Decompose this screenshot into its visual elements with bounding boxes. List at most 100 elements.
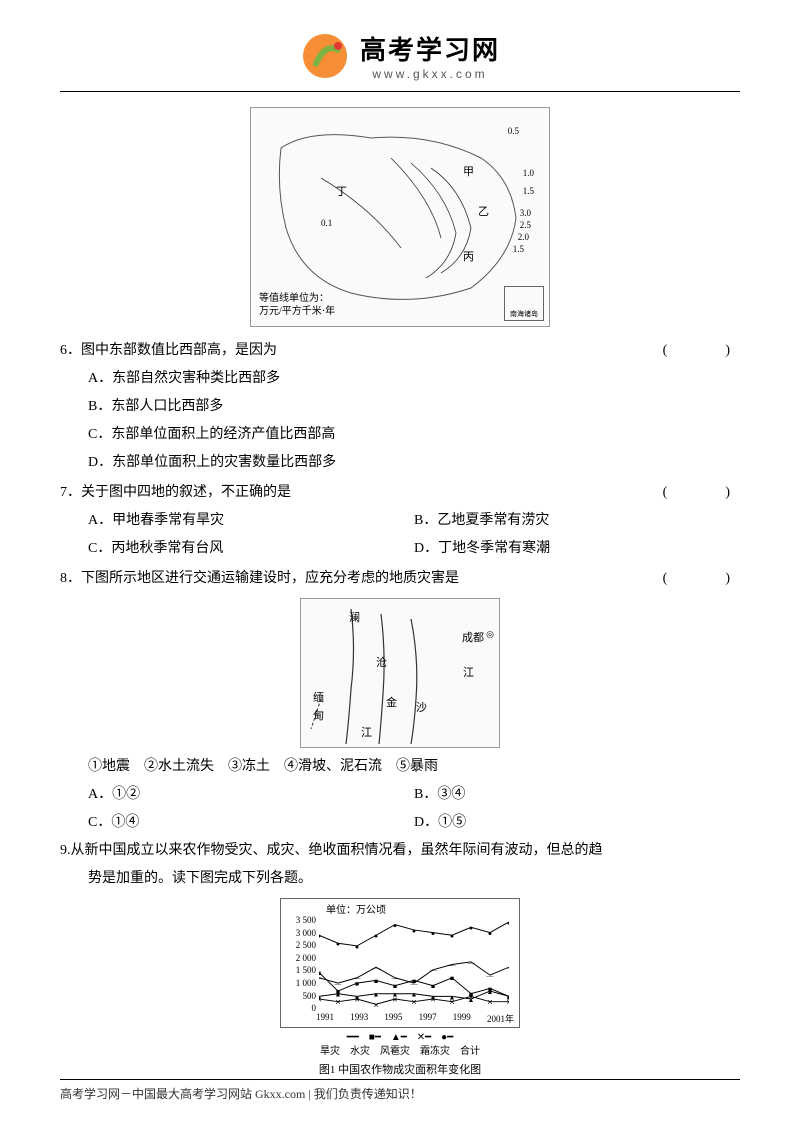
svg-text:✕: ✕ — [354, 997, 360, 1004]
label-cang: 沧 — [376, 654, 387, 670]
svg-text:✕: ✕ — [335, 1000, 341, 1007]
svg-text:■: ■ — [412, 978, 416, 985]
svg-text:●: ● — [319, 933, 321, 940]
q8-number: 8． — [60, 571, 81, 586]
q7-number: 7． — [60, 485, 81, 500]
q8-bracket: ( ) — [663, 565, 740, 593]
svg-text:■: ■ — [319, 970, 321, 977]
q6-option-a: A．东部自然灾害种类比西部多 — [88, 365, 740, 393]
ytick: 500 — [286, 990, 316, 1003]
svg-text:■: ■ — [431, 984, 435, 991]
label-chengdu: 成都 — [462, 629, 484, 645]
question-9: 9.从新中国成立以来农作物受灾、成灾、绝收面积情况看，虽然年际间有波动，但总的趋 — [60, 837, 740, 865]
inset-label: 南海诸岛 — [505, 309, 543, 319]
svg-text:✕: ✕ — [373, 1002, 379, 1007]
svg-text:✕: ✕ — [506, 1000, 509, 1007]
svg-text:■: ■ — [374, 978, 378, 985]
header-divider — [60, 91, 740, 92]
svg-text:●: ● — [336, 941, 340, 948]
xtick: 2001年 — [487, 1012, 514, 1025]
marker-ding: 丁 — [336, 183, 347, 199]
svg-text:✕: ✕ — [487, 1000, 493, 1007]
svg-text:●: ● — [393, 923, 397, 930]
label-dian: 甸 — [313, 707, 324, 723]
svg-text:▲: ▲ — [411, 992, 418, 999]
city-marker-icon: ◎ — [486, 629, 494, 640]
svg-text:―: ― — [447, 962, 455, 969]
xtick: 1995 — [384, 1012, 402, 1025]
ytick: 1 000 — [286, 977, 316, 990]
legend-symbols: ━━ ■━ ▲━ ✕━ ●━ — [280, 1031, 520, 1045]
chart-legend: ━━ ■━ ▲━ ✕━ ●━ 旱灾 水灾 风雹灾 霜冻灾 合计 — [280, 1031, 520, 1059]
legend-line2: 万元/平方千米·年 — [259, 305, 335, 318]
svg-text:●: ● — [488, 931, 492, 938]
marker-bing: 丙 — [463, 248, 474, 264]
footer: 高考学习网－中国最大高考学习网站 Gkxx.com | 我们负责传递知识！ — [60, 1079, 740, 1102]
q8-text: 下图所示地区进行交通运输建设时，应充分考虑的地质灾害是 — [81, 571, 459, 586]
q6-bracket: ( ) — [663, 337, 740, 365]
map-inset: 南海诸岛 — [504, 286, 544, 321]
label-jin: 金 — [386, 694, 397, 710]
q8-option-a: A．①② — [88, 781, 414, 809]
q7-text: 关于图中四地的叙述，不正确的是 — [81, 485, 291, 500]
chart-yaxis: 3 500 3 000 2 500 2 000 1 500 1 000 500 … — [286, 914, 316, 1015]
contour-label: 0.5 — [508, 126, 519, 136]
q7-bracket: ( ) — [663, 479, 740, 507]
label-jiang2: 江 — [361, 724, 372, 740]
q7-option-c: C．丙地秋季常有台风 — [88, 535, 414, 563]
legend-text: 旱灾 水灾 风雹灾 霜冻灾 合计 — [280, 1045, 520, 1059]
svg-text:▲: ▲ — [487, 989, 494, 996]
svg-text:―: ― — [333, 981, 341, 988]
q8-option-d: D．①⑤ — [414, 809, 740, 837]
contour-label: 2.0 — [518, 232, 529, 242]
chart-plot-area: ●●●●●●●●●●●―――――――――――■■■■■■■■■■■▲▲▲▲▲▲▲… — [319, 914, 509, 1007]
svg-text:―: ― — [428, 968, 436, 975]
label-lan: 澜 — [349, 609, 360, 625]
line-chart: 单位：万公顷 3 500 3 000 2 500 2 000 1 500 1 0… — [280, 898, 520, 1028]
logo-text-block: 高考学习网 www.gkxx.com — [360, 30, 500, 81]
contour-label: 3.0 — [520, 208, 531, 218]
marker-jia: 甲 — [463, 163, 474, 179]
svg-text:▲: ▲ — [335, 992, 342, 999]
svg-text:✕: ✕ — [411, 1000, 417, 1007]
contour-label: 2.5 — [520, 220, 531, 230]
footer-divider — [60, 1079, 740, 1080]
svg-text:―: ― — [504, 965, 509, 972]
contour-label: 1.0 — [523, 168, 534, 178]
svg-text:✕: ✕ — [392, 997, 398, 1004]
contour-label: 1.5 — [513, 244, 524, 254]
chart-caption: 图1 中国农作物成灾面积年变化图 — [280, 1061, 520, 1077]
q9-number: 9. — [60, 843, 71, 858]
q6-text: 图中东部数值比西部高，是因为 — [81, 343, 277, 358]
region-map-figure: 澜 沧 金 江 沙 成都 ◎ 江 缅 甸 — [300, 598, 500, 748]
footer-text: 高考学习网－中国最大高考学习网站 Gkxx.com | 我们负责传递知识！ — [60, 1085, 740, 1102]
q8-option-c: C．①④ — [88, 809, 414, 837]
chart-xaxis: 1991 1993 1995 1997 1999 2001年 — [316, 1012, 514, 1025]
header-logo: 高考学习网 www.gkxx.com — [60, 30, 740, 81]
ytick: 1 500 — [286, 964, 316, 977]
svg-text:■: ■ — [355, 981, 359, 988]
question-6: 6．图中东部数值比西部高，是因为 ( ) A．东部自然灾害种类比西部多 B．东部… — [60, 337, 740, 477]
legend-line1: 等值线单位为： — [259, 292, 335, 305]
q7-option-d: D．丁地冬季常有寒潮 — [414, 535, 740, 563]
svg-text:■: ■ — [450, 976, 454, 983]
svg-text:✕: ✕ — [430, 997, 436, 1004]
q9-text1: 从新中国成立以来农作物受灾、成灾、绝收面积情况看，虽然年际间有波动，但总的趋 — [71, 843, 603, 858]
contour-label: 1.5 — [523, 186, 534, 196]
contour-label: 0.1 — [321, 218, 332, 228]
logo-icon — [300, 31, 350, 81]
q6-number: 6． — [60, 343, 81, 358]
svg-text:―: ― — [371, 965, 379, 972]
svg-text:―: ― — [466, 960, 474, 967]
svg-text:■: ■ — [393, 984, 397, 991]
question-8: 8．下图所示地区进行交通运输建设时，应充分考虑的地质灾害是 ( ) — [60, 565, 740, 593]
marker-yi: 乙 — [478, 203, 489, 219]
q7-option-b: B．乙地夏季常有涝灾 — [414, 507, 740, 535]
ytick: 3 000 — [286, 927, 316, 940]
logo-url: www.gkxx.com — [372, 67, 487, 81]
ytick: 3 500 — [286, 914, 316, 927]
svg-text:●: ● — [374, 933, 378, 940]
label-mian: 缅 — [313, 689, 324, 705]
ytick: 0 — [286, 1002, 316, 1015]
xtick: 1993 — [350, 1012, 368, 1025]
